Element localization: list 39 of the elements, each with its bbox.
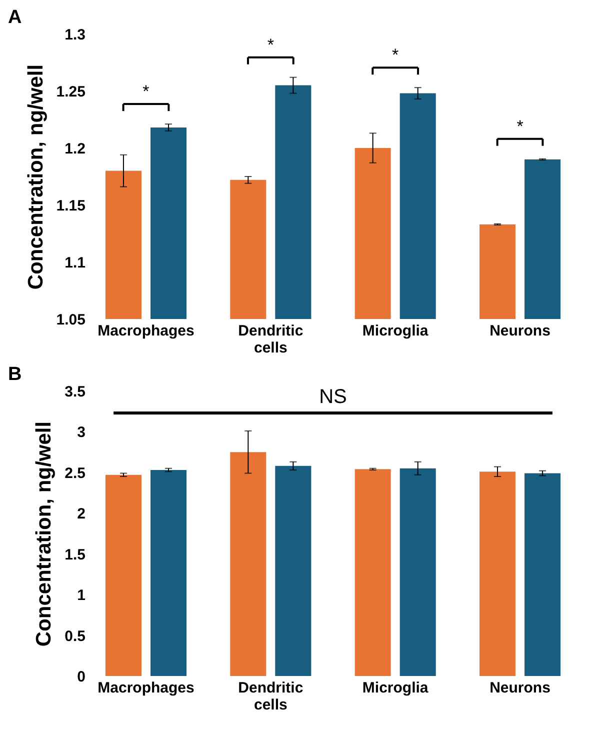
bar <box>150 470 187 676</box>
annotation: * <box>142 82 150 102</box>
x-tick-label: Microglia <box>362 322 429 340</box>
y-tick-label: 1.25 <box>56 84 86 100</box>
y-tick-label: 0 <box>77 668 86 686</box>
bar <box>479 472 516 676</box>
chart-title: A <box>8 7 22 28</box>
ref-line-label: NS <box>319 386 347 408</box>
annotation: * <box>267 35 274 54</box>
y-tick-label: 1.5 <box>64 546 86 564</box>
x-tick-label: Macrophages <box>98 322 194 340</box>
annotation: * <box>516 116 524 136</box>
y-tick-label: 1 <box>77 587 86 604</box>
chart-title: B <box>8 364 22 385</box>
y-tick-label: 2.5 <box>64 464 86 482</box>
x-tick-label: Dendritic cells <box>238 322 304 356</box>
annotation: * <box>392 46 400 65</box>
bar <box>400 468 436 676</box>
y-tick-label: 1.1 <box>64 254 86 272</box>
x-tick-label: Macrophages <box>98 680 194 696</box>
y-tick-label: 1.05 <box>56 312 86 328</box>
y-tick-label: 2 <box>77 506 86 523</box>
y-axis-title: Concentration, ng/well <box>24 64 48 290</box>
x-tick-label: Neurons <box>490 680 550 696</box>
y-tick-label: 1.2 <box>64 140 86 158</box>
bar <box>524 473 561 676</box>
y-tick-label: 3 <box>77 424 86 442</box>
bar <box>354 469 391 676</box>
x-tick-label: Dendritic cells <box>238 680 304 714</box>
x-tick-label: Microglia <box>362 680 429 696</box>
y-tick-label: 1.15 <box>56 198 86 214</box>
y-tick-label: 0.5 <box>64 628 86 645</box>
y-tick-label: 3.5 <box>64 384 86 400</box>
bar <box>275 466 312 676</box>
x-tick-label: Neurons <box>490 322 550 340</box>
bar <box>105 474 142 676</box>
y-axis-title: Concentration, ng/well <box>32 421 56 647</box>
bar <box>230 452 266 676</box>
y-tick-label: 1.3 <box>64 26 86 44</box>
